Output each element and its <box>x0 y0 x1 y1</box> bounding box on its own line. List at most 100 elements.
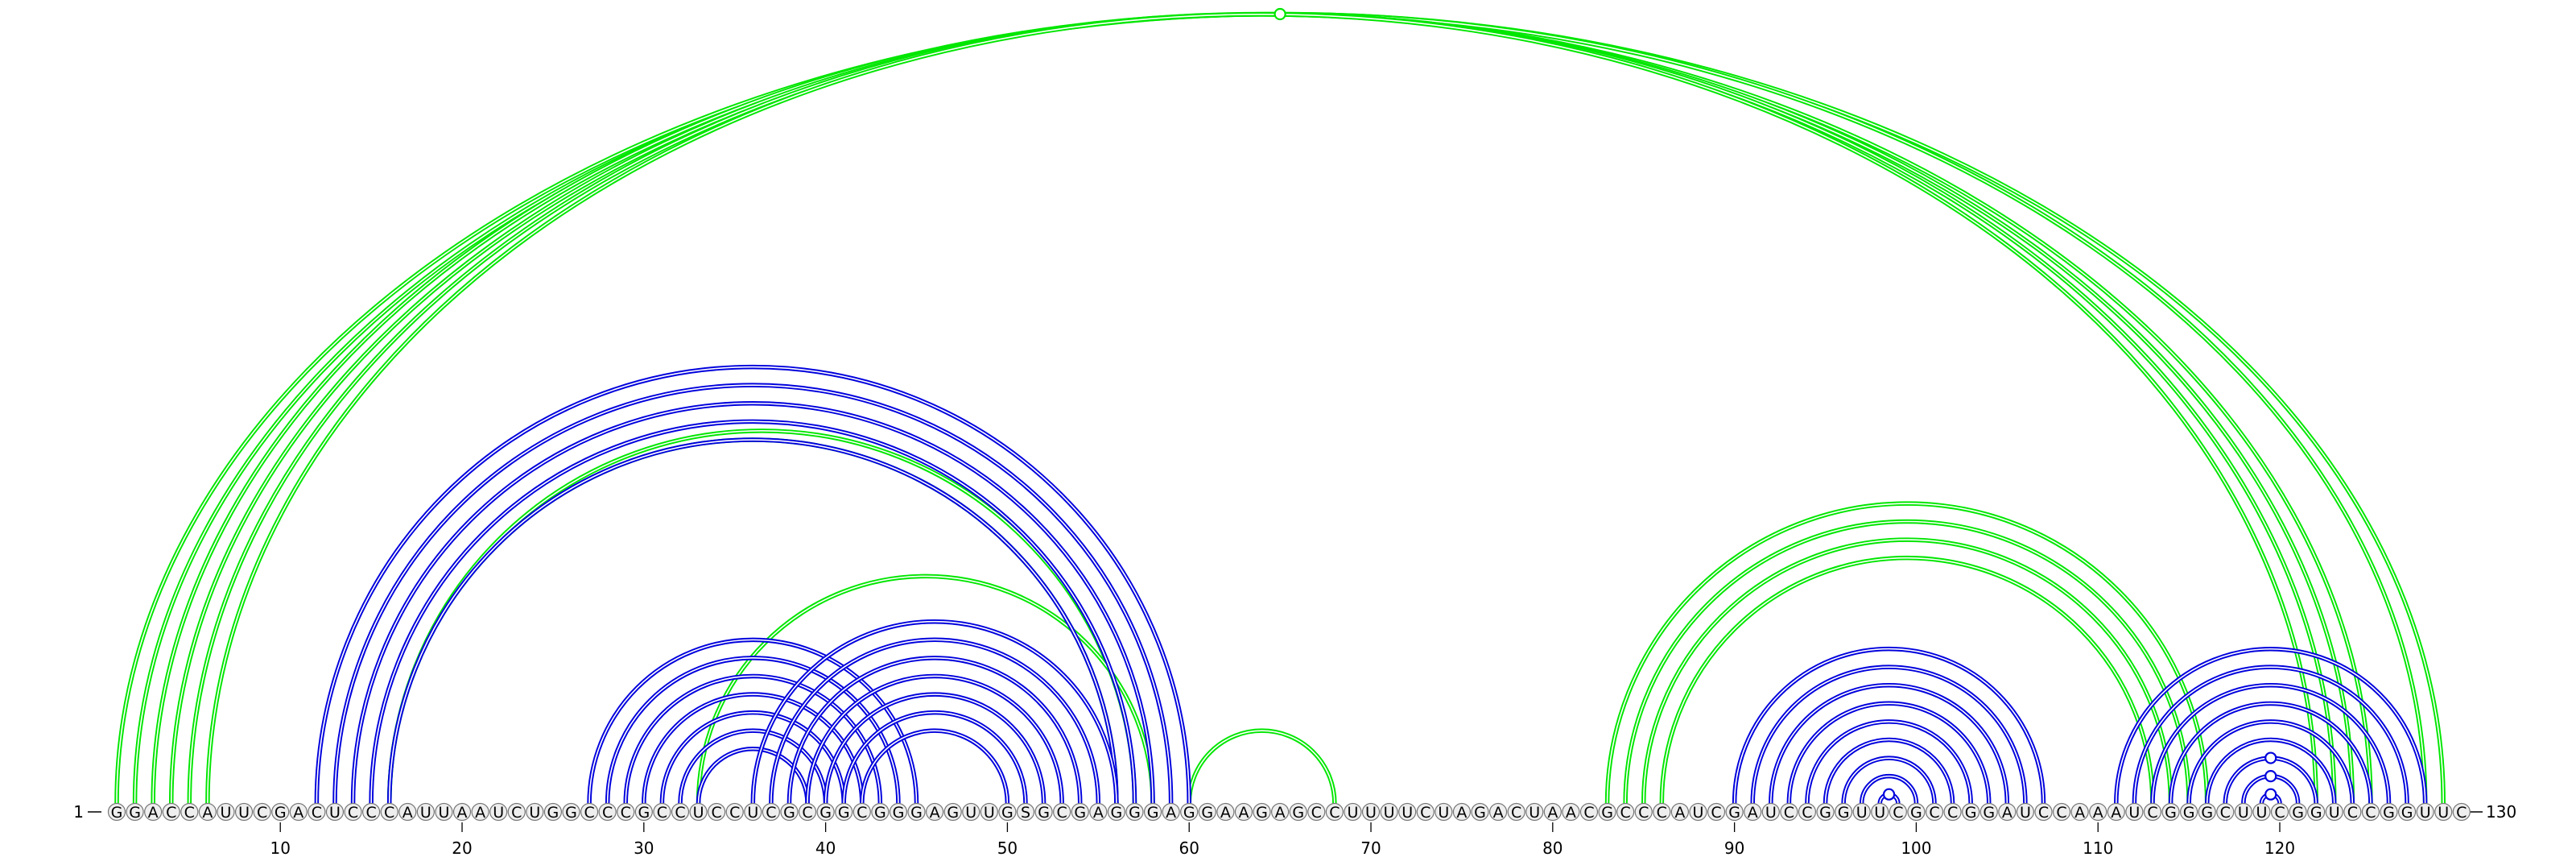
nucleotide-letter: C <box>384 804 394 822</box>
nucleotide-letter: C <box>2274 804 2285 822</box>
nucleotide-circle <box>907 802 926 822</box>
nucleotide-5: C <box>180 802 199 822</box>
nucleotide-101: C <box>1925 802 1944 822</box>
nucleotide-letter: C <box>1929 804 1939 822</box>
nucleotide-letter: U <box>2420 804 2431 822</box>
green-structure-arc-3-125 <box>151 11 2373 804</box>
nucleotide-letter: U <box>221 804 232 822</box>
nucleotide-letter: G <box>1201 804 1213 822</box>
nucleotide-letter: U <box>1765 804 1777 822</box>
nucleotide-letter: G <box>1819 804 1831 822</box>
nucleotide-circle <box>798 802 817 822</box>
nucleotide-letter: G <box>129 804 141 822</box>
axis-layer: 1 130 <box>73 802 2516 822</box>
nucleotide-70: U <box>1361 802 1381 822</box>
nucleotide-14: C <box>344 802 362 822</box>
nucleotide-letter: U <box>1365 804 1377 822</box>
nucleotide-99: C <box>1889 802 1907 822</box>
nucleotide-circle <box>234 802 254 822</box>
nucleotide-letter: U <box>1438 804 1449 822</box>
nucleotide-50: G <box>998 802 1017 822</box>
nucleotide-letter: C <box>602 804 613 822</box>
nucleotide-85: C <box>1634 802 1653 822</box>
nucleotide-letter: G <box>1001 804 1013 822</box>
tick-label-60: 60 <box>1179 838 1199 857</box>
nucleotide-113: C <box>2143 802 2162 822</box>
nucleotide-circle <box>2070 802 2089 822</box>
nucleotide-circle <box>2089 802 2107 822</box>
nucleotide-100: G <box>1907 802 1926 822</box>
nucleotide-letter: G <box>2401 804 2413 822</box>
nucleotide-circle <box>1289 802 1307 822</box>
nucleotide-circle <box>1271 802 1290 822</box>
nucleotide-circle <box>1889 802 1907 822</box>
nucleotide-circle <box>2307 802 2326 822</box>
nucleotide-circle <box>1670 802 1689 822</box>
nucleotide-130: C <box>2452 802 2471 822</box>
blue-structure-arc-core-13-59 <box>334 384 1172 804</box>
sequence-end-label: 130 <box>2486 802 2516 822</box>
nucleotide-circle <box>1871 802 1889 822</box>
nucleotide-95: G <box>1816 802 1835 822</box>
nucleotide-letter: G <box>1965 804 1977 822</box>
nucleotide-letter: U <box>2256 804 2267 822</box>
blue-structure-arc-core-96-101 <box>1843 757 1935 804</box>
green-structure-arc-core-84-115 <box>1624 520 2190 804</box>
nucleotide-circle <box>198 802 217 822</box>
nucleotide-120: C <box>2270 802 2289 822</box>
nucleotide-61: G <box>1198 802 1216 822</box>
nucleotide-circle <box>580 802 599 822</box>
nucleotide-letter: G <box>1838 804 1850 822</box>
nucleotide-circle <box>1598 802 1616 822</box>
nucleotide-circle <box>452 802 472 822</box>
nucleotide-127: G <box>2397 802 2417 822</box>
nucleotide-97: U <box>1852 802 1871 822</box>
nucleotide-letter: A <box>2002 804 2013 822</box>
blue-structure-arc-core-116-123 <box>2206 739 2335 804</box>
nucleotide-26: G <box>562 802 580 822</box>
nucleotide-65: A <box>1271 802 1290 822</box>
nucleotide-circle <box>471 802 489 822</box>
blue-structure-arc-core-113-126 <box>2152 684 2390 804</box>
nucleotide-15: C <box>362 802 381 822</box>
nucleotide-4: C <box>162 802 180 822</box>
green-structure-arc-core-2-128 <box>134 13 2426 804</box>
nucleotide-circle <box>1107 802 1126 822</box>
nucleotide-114: G <box>2161 802 2180 822</box>
nucleotide-82: C <box>1579 802 1599 822</box>
nucleotide-letter: U <box>965 804 976 822</box>
nucleotide-circle <box>835 802 853 822</box>
nucleotide-56: G <box>1107 802 1126 822</box>
nucleotide-letter: G <box>1910 804 1922 822</box>
nucleotide-circle <box>1962 802 1980 822</box>
nucleotide-81: A <box>1562 802 1580 822</box>
nucleotide-69: U <box>1344 802 1362 822</box>
tick-label-20: 20 <box>452 838 472 857</box>
blue-structure-arc-core-90-107 <box>1733 648 2045 804</box>
nucleotide-letter: U <box>693 804 704 822</box>
nucleotide-letter: G <box>2165 804 2177 822</box>
position-ticks: 10 20 30 40 50 60 70 80 90 100 110 120 <box>270 822 2295 857</box>
nucleotide-circle <box>634 802 653 822</box>
nucleotide-letter: G <box>1038 804 1050 822</box>
nucleotide-93: C <box>1780 802 1798 822</box>
nucleotide-circle <box>271 802 290 822</box>
nucleotide-letter: A <box>2093 804 2103 822</box>
nucleotide-letter: U <box>2128 804 2140 822</box>
nucleotide-letter: A <box>1674 804 1685 822</box>
nucleotide-circle <box>107 802 126 822</box>
nucleotide-79: U <box>1525 802 1544 822</box>
nucleotide-letter: G <box>1129 804 1141 822</box>
nucleotide-circle <box>144 802 163 822</box>
nucleotide-45: G <box>907 802 926 822</box>
nucleotide-circle <box>1452 802 1472 822</box>
nucleotide-circle <box>416 802 435 822</box>
nucleotide-letter: U <box>1347 804 1358 822</box>
nucleotide-106: U <box>2016 802 2034 822</box>
nucleotide-7: U <box>217 802 235 822</box>
nucleotide-letter: C <box>2056 804 2066 822</box>
nucleotide-68: C <box>1325 802 1344 822</box>
tick-label-50: 50 <box>997 838 1018 857</box>
nucleotide-letter: A <box>1093 804 1104 822</box>
blue-structure-arc-core-111-128 <box>2116 648 2426 804</box>
